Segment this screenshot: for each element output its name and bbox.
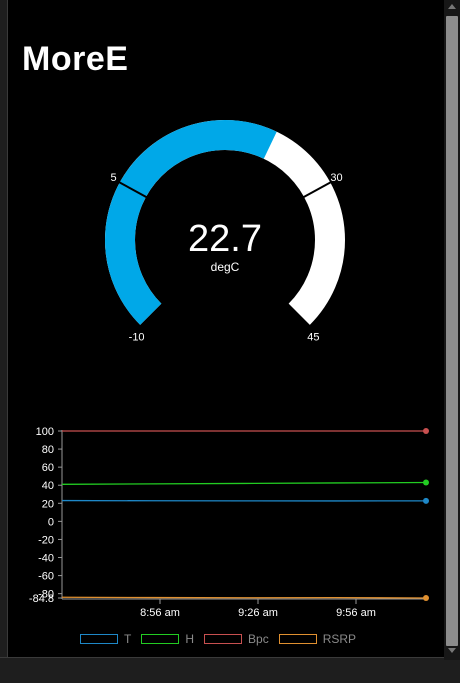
gauge-unit: degC <box>211 260 240 274</box>
gauge-threshold-low-label: 5 <box>110 172 116 184</box>
scroll-up-icon[interactable] <box>448 4 456 9</box>
gauge-threshold-high-label: 30 <box>330 172 342 184</box>
gauge-threshold-low-tick <box>118 181 148 199</box>
series-end-point-h[interactable] <box>423 479 429 486</box>
legend-label-bpc: Bpc <box>248 632 269 646</box>
legend-swatch-bpc <box>204 634 243 644</box>
y-tick-label: -20 <box>38 534 54 546</box>
legend-swatch-t <box>80 634 118 644</box>
y-tick-label: 80 <box>42 444 54 456</box>
legend-item-t[interactable]: T <box>80 632 131 646</box>
window-bottom-border <box>0 657 460 683</box>
x-tick-group: 8:56 am 9:26 am 9:56 am <box>140 599 376 619</box>
y-tick-label: 40 <box>42 480 54 492</box>
y-tick-label: 20 <box>42 498 54 510</box>
page-title: MoreE <box>22 40 129 78</box>
legend-item-rsrp[interactable]: RSRP <box>278 632 357 646</box>
legend-item-h[interactable]: H <box>141 632 194 646</box>
y-tick-label: 60 <box>42 462 54 474</box>
scroll-down-icon[interactable] <box>448 648 456 653</box>
chart-legend: T H Bpc RSRP <box>80 632 356 646</box>
gauge-fill <box>105 120 277 325</box>
series-end-point-rsrp[interactable] <box>423 595 429 601</box>
series-group <box>61 428 429 601</box>
series-line-h <box>61 481 427 485</box>
x-tick-label: 9:56 am <box>336 607 376 619</box>
y-tick-label: 0 <box>48 516 54 528</box>
gauge-min-label: -10 <box>129 331 145 343</box>
y-tick-label: 100 <box>36 426 54 438</box>
legend-item-bpc[interactable]: Bpc <box>204 632 269 646</box>
series-end-point-bpc[interactable] <box>423 428 429 434</box>
gauge-max-label: 45 <box>307 331 319 343</box>
series-end-point-t[interactable] <box>423 497 429 504</box>
scrollbar-thumb[interactable] <box>446 16 458 646</box>
x-tick-label: 9:26 am <box>238 607 278 619</box>
gauge-value: 22.7 <box>188 218 262 260</box>
series-line-rsrp <box>61 596 427 599</box>
gauge-threshold-high-tick <box>302 181 332 199</box>
y-tick-label: -40 <box>38 553 54 565</box>
temperature-gauge: -10 45 5 30 22.7 degC <box>105 120 345 343</box>
line-chart: 100 80 60 40 20 0 -20 -40 -60 -80-84.8 8:56 am 9:2… <box>29 426 429 619</box>
legend-label-h: H <box>185 632 195 646</box>
legend-swatch-h <box>141 634 180 644</box>
x-tick-label: 8:56 am <box>140 607 180 619</box>
y-tick-label: -80 <box>38 589 54 601</box>
y-tick-label: -84.8 <box>29 593 54 605</box>
legend-label-t: T <box>124 632 132 646</box>
y-tick-label: -60 <box>38 571 54 583</box>
y-tick-group: 100 80 60 40 20 0 -20 -40 -60 -80-84.8 <box>29 426 62 605</box>
vertical-scrollbar[interactable] <box>444 0 460 660</box>
legend-label-rsrp: RSRP <box>322 632 357 646</box>
legend-swatch-rsrp <box>278 634 317 644</box>
window-left-border <box>0 0 8 683</box>
